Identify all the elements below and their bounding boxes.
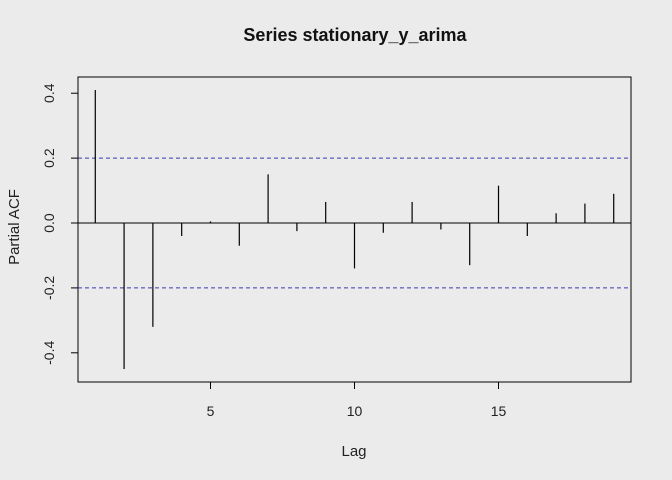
x-tick-label: 5 [207,403,215,419]
y-tick-label: 0.2 [41,148,57,168]
y-tick-label: 0.0 [41,213,57,233]
x-axis-label: Lag [341,443,366,460]
chart-title: Series stationary_y_arima [243,25,467,45]
y-axis-label: Partial ACF [6,189,23,265]
x-axis-ticks: 5 10 15 [207,382,507,419]
y-tick-label: -0.4 [41,341,57,365]
y-axis-ticks: -0.4 -0.2 0.0 0.2 0.4 [41,83,78,365]
pacf-spikes [94,89,615,370]
y-tick-label: -0.2 [41,276,57,300]
x-tick-label: 10 [347,403,363,419]
x-tick-label: 15 [491,403,507,419]
y-tick-label: 0.4 [41,83,57,103]
